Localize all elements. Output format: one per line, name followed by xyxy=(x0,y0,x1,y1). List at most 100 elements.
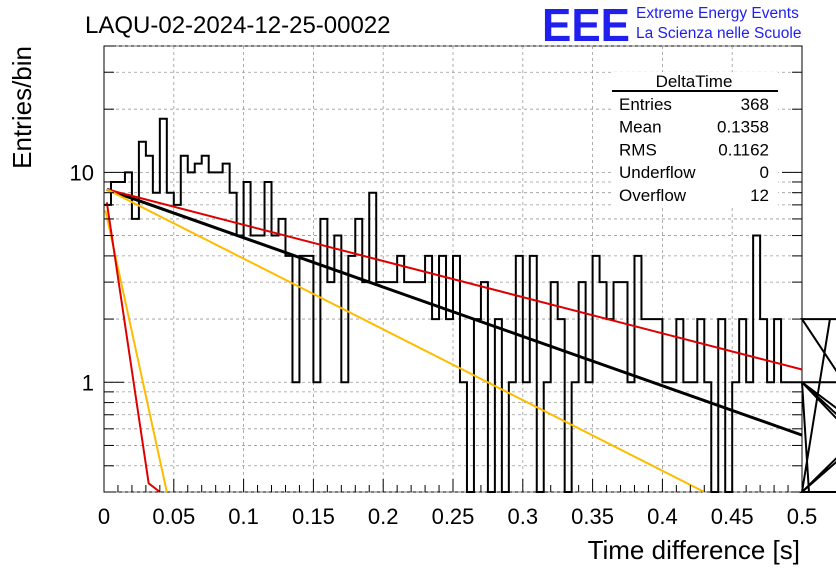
histogram-bin xyxy=(104,205,111,492)
histogram-bin xyxy=(432,319,439,492)
histogram-bin xyxy=(390,282,397,492)
histogram-bin xyxy=(299,256,306,492)
stats-title: DeltaTime xyxy=(656,72,733,91)
x-tick-label: 0.5 xyxy=(787,504,818,529)
x-tick-label: 0.3 xyxy=(508,504,539,529)
stats-label: Underflow xyxy=(619,163,696,182)
histogram-bin xyxy=(523,382,530,492)
stats-value: 368 xyxy=(741,95,769,114)
histogram-bin xyxy=(411,282,418,492)
x-tick-label: 0.4 xyxy=(647,504,678,529)
histogram-bin xyxy=(572,382,579,492)
histogram-bin xyxy=(251,236,258,492)
x-tick-label: 0.2 xyxy=(368,504,399,529)
histogram-bin xyxy=(509,382,516,492)
histogram-bin xyxy=(614,282,621,492)
histogram-bin xyxy=(558,319,565,492)
axis-ticks xyxy=(103,45,803,493)
stats-label: Overflow xyxy=(619,186,687,205)
histogram-bin xyxy=(593,256,600,492)
histogram-bin xyxy=(628,382,635,492)
stats-value: 0.1358 xyxy=(717,118,769,137)
y-axis-title: Entries/bin xyxy=(7,46,37,169)
histogram-bin xyxy=(586,382,593,492)
histogram-bin xyxy=(767,382,774,492)
logo-line-1: Extreme Energy Events xyxy=(636,5,799,22)
histogram-bin xyxy=(355,219,362,492)
fit-line-2 xyxy=(106,188,803,371)
stats-background xyxy=(612,72,778,208)
histogram-bin xyxy=(474,319,481,492)
histogram-bin xyxy=(746,382,753,492)
histogram-bin xyxy=(641,319,648,492)
histogram-bin xyxy=(607,319,614,492)
histogram-bin xyxy=(739,319,746,492)
histogram-bin xyxy=(348,256,355,492)
histogram-bin xyxy=(439,256,446,492)
histogram-bin xyxy=(320,219,327,492)
histogram-bin xyxy=(662,382,669,492)
x-tick-label: 0.1 xyxy=(228,504,259,529)
histogram-bin xyxy=(279,219,286,492)
x-tick-label: 0.45 xyxy=(711,504,754,529)
stats-box: DeltaTime Entries 368 Mean 0.1358 RMS 0.1162 U… xyxy=(612,72,778,208)
histogram-bin xyxy=(341,382,348,492)
logo-mark: EEE xyxy=(542,0,630,51)
histogram-bin xyxy=(425,256,432,492)
histogram-bin xyxy=(516,256,523,492)
histogram-bin xyxy=(481,282,488,492)
histogram-bin xyxy=(446,319,453,492)
histogram-bin xyxy=(285,256,292,492)
chart-title: LAQU-02-2024-12-25-00022 xyxy=(85,12,391,39)
histogram-bin xyxy=(362,282,369,492)
histogram-bin xyxy=(676,319,683,492)
histogram-bin xyxy=(258,236,265,492)
histogram-bin xyxy=(655,319,662,492)
fit-line-1 xyxy=(106,187,803,437)
x-tick-label: 0 xyxy=(98,504,110,529)
stats-label: RMS xyxy=(619,140,657,159)
x-axis-title: Time difference [s] xyxy=(588,535,800,565)
histogram-bin xyxy=(265,182,272,492)
histogram-bin xyxy=(167,193,174,492)
y-tick-label: 1 xyxy=(82,370,94,395)
stats-label: Mean xyxy=(619,118,662,137)
histogram-bin xyxy=(230,193,237,492)
histogram-bin xyxy=(383,282,390,492)
histogram-bin xyxy=(292,382,299,492)
histogram-bin xyxy=(781,382,788,492)
histogram-bin xyxy=(544,382,551,492)
fit-line-5 xyxy=(105,202,161,493)
logo-line-2: La Scienza nelle Scuole xyxy=(636,25,801,42)
histogram-bin xyxy=(621,282,628,492)
histogram-bin xyxy=(209,172,216,492)
histogram-bin xyxy=(174,205,181,492)
stats-value: 12 xyxy=(750,186,769,205)
histogram-bin xyxy=(704,382,711,492)
histogram-bin xyxy=(216,172,223,492)
histogram-bin xyxy=(244,182,251,492)
x-tick-label: 0.35 xyxy=(571,504,614,529)
histogram-bin xyxy=(795,382,802,492)
x-tick-label: 0.05 xyxy=(152,504,195,529)
x-tick-label: 0.25 xyxy=(432,504,475,529)
fit-line-3 xyxy=(106,188,705,493)
histogram-bin xyxy=(404,282,411,492)
histogram-bin xyxy=(683,382,690,492)
y-tick-label: 10 xyxy=(70,160,94,185)
histogram-bin xyxy=(369,193,376,492)
histogram-bin xyxy=(530,256,537,492)
histogram-bin xyxy=(753,236,760,492)
x-tick-label: 0.15 xyxy=(292,504,335,529)
tick-labels: 0 0.05 0.1 0.15 0.2 0.25 0.3 0.35 0.4 0.45 0.5 1 10 xyxy=(70,160,818,529)
histogram-bin xyxy=(551,282,558,492)
stats-label: Entries xyxy=(619,95,672,114)
histogram-bin xyxy=(334,236,341,492)
histogram-bin xyxy=(202,156,209,492)
histogram-bin xyxy=(460,382,467,492)
histogram-bin xyxy=(774,319,781,492)
histogram-bin xyxy=(697,319,704,492)
stats-value: 0.1162 xyxy=(718,140,769,159)
histogram-bin xyxy=(376,282,383,492)
